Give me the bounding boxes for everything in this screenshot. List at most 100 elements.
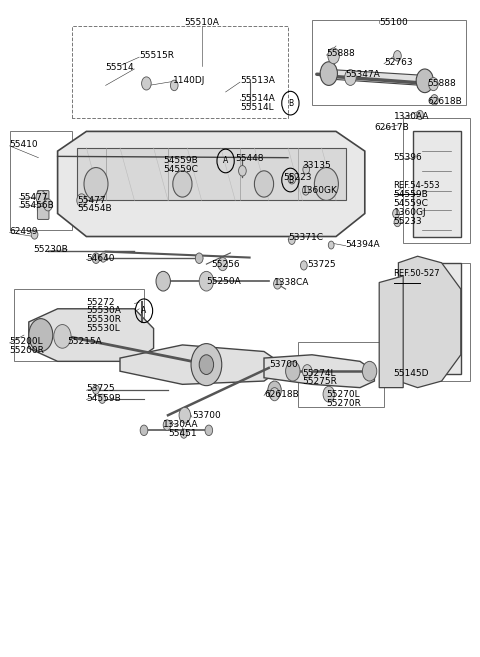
Circle shape [274, 279, 281, 289]
Text: 53725: 53725 [86, 384, 115, 394]
Circle shape [303, 165, 310, 174]
Circle shape [254, 171, 274, 197]
Circle shape [191, 344, 222, 386]
Circle shape [416, 69, 433, 93]
Text: 55100: 55100 [379, 18, 408, 28]
Circle shape [286, 361, 300, 381]
Text: 55200L: 55200L [10, 337, 43, 346]
Text: 54640: 54640 [86, 254, 115, 263]
Circle shape [328, 241, 334, 249]
Text: 54559B: 54559B [163, 156, 198, 166]
Circle shape [99, 394, 106, 403]
Circle shape [199, 355, 214, 374]
Text: 1360GJ: 1360GJ [394, 208, 426, 217]
Text: 55230B: 55230B [34, 245, 68, 254]
Text: B: B [288, 175, 293, 185]
Text: 55347A: 55347A [346, 70, 380, 79]
Circle shape [142, 77, 151, 90]
Circle shape [29, 319, 53, 351]
Text: 54559C: 54559C [394, 199, 429, 208]
Circle shape [288, 235, 295, 244]
FancyBboxPatch shape [37, 191, 49, 204]
Circle shape [156, 271, 170, 291]
Circle shape [31, 230, 38, 239]
Text: A: A [142, 306, 146, 315]
Text: 55233: 55233 [394, 217, 422, 226]
Polygon shape [58, 131, 365, 237]
Text: 53700: 53700 [269, 360, 298, 369]
Text: 55454B: 55454B [77, 204, 111, 214]
Circle shape [320, 62, 337, 85]
Text: 55270L: 55270L [326, 390, 360, 399]
Text: 1330AA: 1330AA [163, 420, 199, 429]
Text: REF.54-553: REF.54-553 [394, 181, 440, 190]
Text: 55530R: 55530R [86, 315, 121, 325]
Circle shape [314, 168, 338, 200]
Text: 55515R: 55515R [139, 51, 174, 60]
Text: 55200R: 55200R [10, 346, 45, 355]
Circle shape [394, 51, 401, 61]
Circle shape [300, 261, 307, 270]
Text: 54394A: 54394A [346, 240, 380, 249]
Polygon shape [77, 148, 346, 200]
Circle shape [180, 429, 187, 438]
Circle shape [239, 166, 246, 176]
Circle shape [345, 70, 356, 85]
Circle shape [195, 253, 203, 263]
Text: 55410: 55410 [10, 140, 38, 149]
Text: REF.50-527: REF.50-527 [394, 269, 440, 279]
Text: 55514L: 55514L [240, 103, 274, 112]
Text: 55451: 55451 [168, 429, 197, 438]
Text: 55275R: 55275R [302, 377, 337, 386]
Text: 55270R: 55270R [326, 399, 361, 408]
Text: 52763: 52763 [384, 58, 413, 67]
Circle shape [84, 168, 108, 200]
Text: 55272: 55272 [86, 298, 115, 307]
Text: 55396: 55396 [394, 153, 422, 162]
Text: 55888: 55888 [427, 79, 456, 88]
Circle shape [100, 253, 107, 262]
Polygon shape [379, 276, 403, 388]
Circle shape [362, 361, 377, 381]
Text: 55530A: 55530A [86, 306, 121, 315]
Text: A: A [223, 156, 228, 166]
Circle shape [179, 407, 191, 423]
Circle shape [328, 48, 339, 64]
Circle shape [205, 425, 213, 436]
Circle shape [270, 388, 279, 401]
Polygon shape [264, 355, 374, 388]
Polygon shape [413, 131, 461, 237]
Text: 55510A: 55510A [184, 18, 219, 28]
Circle shape [288, 173, 296, 184]
Polygon shape [29, 309, 154, 361]
Text: 55215A: 55215A [67, 337, 102, 346]
Circle shape [431, 95, 438, 105]
Text: 55250A: 55250A [206, 277, 241, 286]
Circle shape [92, 253, 100, 263]
Polygon shape [398, 256, 461, 388]
Text: 55888: 55888 [326, 49, 355, 58]
Text: 55514: 55514 [106, 62, 134, 72]
Text: 54559C: 54559C [163, 165, 198, 174]
Text: 33135: 33135 [302, 161, 331, 170]
Text: 1330AA: 1330AA [394, 112, 429, 122]
Circle shape [268, 381, 281, 399]
Text: 62617B: 62617B [374, 123, 409, 132]
Circle shape [140, 425, 148, 436]
Circle shape [393, 209, 399, 218]
Circle shape [323, 386, 335, 402]
Text: 55514A: 55514A [240, 94, 275, 103]
Circle shape [93, 385, 99, 394]
Circle shape [77, 194, 86, 207]
Circle shape [302, 186, 309, 195]
Polygon shape [322, 69, 427, 85]
Text: 53725: 53725 [307, 260, 336, 269]
Text: 54559B: 54559B [394, 190, 428, 199]
Text: 53371C: 53371C [288, 233, 323, 242]
Text: 54559B: 54559B [86, 394, 121, 403]
Text: 1360GK: 1360GK [302, 186, 338, 195]
Text: B: B [288, 99, 293, 108]
Circle shape [302, 365, 312, 378]
Circle shape [173, 171, 192, 197]
Circle shape [417, 110, 423, 120]
